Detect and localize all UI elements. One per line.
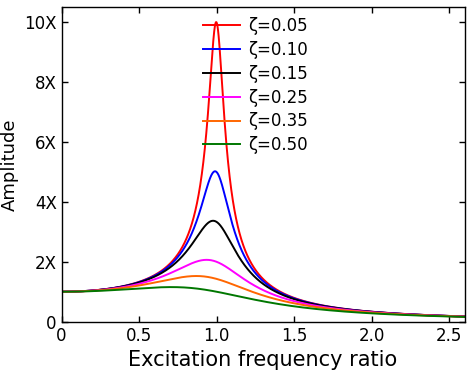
ζ=0.25 xyxy=(129,283,135,288)
ζ=0.15 xyxy=(213,220,219,224)
ζ=0.10 xyxy=(105,286,110,291)
ζ=0.05 xyxy=(129,282,135,286)
Legend: ζ=0.05, ζ=0.10, ζ=0.15, ζ=0.25, ζ=0.35, ζ=0.50: ζ=0.05, ζ=0.10, ζ=0.15, ζ=0.25, ζ=0.35, … xyxy=(200,14,311,157)
Line: ζ=0.15: ζ=0.15 xyxy=(62,221,465,316)
ζ=0.50 xyxy=(168,285,174,289)
ζ=0.35 xyxy=(193,274,199,278)
ζ=0.50 xyxy=(410,313,416,318)
ζ=0.15 xyxy=(59,289,64,294)
Y-axis label: Amplitude: Amplitude xyxy=(0,118,18,211)
ζ=0.10 xyxy=(231,227,237,231)
ζ=0.35 xyxy=(213,277,219,281)
ζ=0.50 xyxy=(462,315,467,319)
ζ=0.35 xyxy=(105,287,110,292)
ζ=0.10 xyxy=(129,282,135,286)
ζ=0.25 xyxy=(213,260,219,264)
ζ=0.25 xyxy=(454,314,460,319)
ζ=0.50 xyxy=(105,288,110,293)
ζ=0.10 xyxy=(59,289,64,294)
X-axis label: Excitation frequency ratio: Excitation frequency ratio xyxy=(128,350,398,370)
ζ=0.35 xyxy=(129,285,135,289)
ζ=0.05 xyxy=(454,314,460,318)
ζ=0.35 xyxy=(410,313,416,317)
ζ=0.15 xyxy=(410,312,416,317)
ζ=0.25 xyxy=(105,287,110,291)
ζ=0.15 xyxy=(105,287,110,291)
ζ=0.10 xyxy=(462,314,467,319)
ζ=0.25 xyxy=(462,314,467,319)
ζ=0.10 xyxy=(410,312,416,317)
Line: ζ=0.50: ζ=0.50 xyxy=(62,287,465,317)
ζ=0.50 xyxy=(454,315,460,319)
ζ=0.05 xyxy=(105,286,110,291)
ζ=0.35 xyxy=(454,314,460,319)
ζ=0.05 xyxy=(213,20,219,24)
Line: ζ=0.05: ζ=0.05 xyxy=(62,22,465,316)
ζ=0.10 xyxy=(212,169,218,174)
ζ=0.25 xyxy=(231,270,237,274)
ζ=0.05 xyxy=(231,204,237,209)
ζ=0.50 xyxy=(213,289,219,294)
ζ=0.15 xyxy=(462,314,467,319)
ζ=0.50 xyxy=(231,293,237,298)
ζ=0.15 xyxy=(231,246,237,251)
ζ=0.10 xyxy=(213,169,219,174)
ζ=0.15 xyxy=(454,314,460,319)
Line: ζ=0.25: ζ=0.25 xyxy=(62,260,465,316)
ζ=0.35 xyxy=(462,315,467,319)
ζ=0.15 xyxy=(129,282,135,287)
ζ=0.50 xyxy=(59,289,64,294)
ζ=0.25 xyxy=(410,312,416,317)
ζ=0.10 xyxy=(454,314,460,319)
Line: ζ=0.35: ζ=0.35 xyxy=(62,276,465,317)
Line: ζ=0.10: ζ=0.10 xyxy=(62,171,465,316)
ζ=0.50 xyxy=(129,287,135,291)
ζ=0.25 xyxy=(204,258,210,262)
ζ=0.05 xyxy=(410,312,416,317)
ζ=0.15 xyxy=(210,218,216,223)
ζ=0.05 xyxy=(59,289,64,294)
ζ=0.05 xyxy=(462,314,467,319)
ζ=0.35 xyxy=(231,283,237,287)
ζ=0.35 xyxy=(59,289,64,294)
ζ=0.25 xyxy=(59,289,64,294)
ζ=0.05 xyxy=(213,20,219,24)
